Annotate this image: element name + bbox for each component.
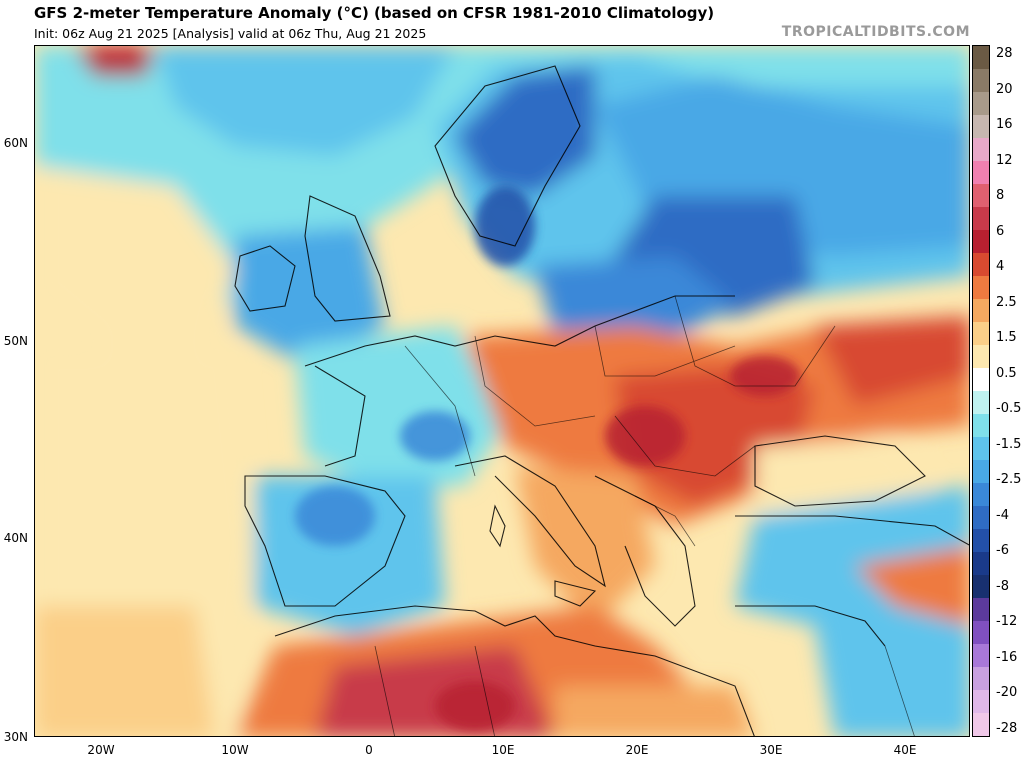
colorbar-label: 12 <box>996 152 1013 168</box>
lon-label-20e: 20E <box>625 743 649 757</box>
colorbar-segment <box>973 552 989 575</box>
colorbar-label: -12 <box>996 614 1018 630</box>
colorbar-label: -16 <box>996 649 1018 665</box>
colorbar-segment <box>973 690 989 713</box>
colorbar-segment <box>973 299 989 322</box>
colorbar-segment <box>973 161 989 184</box>
colorbar-label: -20 <box>996 685 1018 701</box>
colorbar-segment <box>973 276 989 299</box>
colorbar-segment <box>973 207 989 230</box>
colorbar-segment <box>973 115 989 138</box>
colorbar-segment <box>973 598 989 621</box>
colorbar-label: -2.5 <box>996 472 1022 488</box>
colorbar-segment <box>973 460 989 483</box>
lon-label-30e: 30E <box>759 743 783 757</box>
colorbar-segment <box>973 322 989 345</box>
anomaly-map <box>34 45 970 737</box>
colorbar-segment <box>973 69 989 92</box>
colorbar-segment <box>973 483 989 506</box>
colorbar-segment <box>973 253 989 276</box>
brand-watermark: TROPICALTIDBITS.COM <box>781 24 970 40</box>
colorbar-segment <box>973 437 989 460</box>
colorbar-label: 4 <box>996 259 1005 275</box>
colorbar-label: 28 <box>996 46 1013 61</box>
colorbar-segment <box>973 92 989 115</box>
lon-label-0: 0 <box>365 743 373 757</box>
colorbar-segment <box>973 46 989 69</box>
colorbar <box>972 45 990 737</box>
colorbar-segment <box>973 575 989 598</box>
colorbar-segment <box>973 529 989 552</box>
lat-label-60n: 60N <box>3 136 28 150</box>
colorbar-label: 2.5 <box>996 294 1017 310</box>
lon-label-10w: 10W <box>221 743 249 757</box>
colorbar-label: 6 <box>996 223 1005 239</box>
lon-label-10e: 10E <box>491 743 515 757</box>
colorbar-label: 1.5 <box>996 330 1017 346</box>
colorbar-label: 20 <box>996 81 1013 97</box>
colorbar-segment <box>973 667 989 690</box>
colorbar-segment <box>973 644 989 667</box>
colorbar-label: -6 <box>996 543 1009 559</box>
colorbar-label: 0.5 <box>996 365 1017 381</box>
map-title: GFS 2-meter Temperature Anomaly (°C) (ba… <box>34 4 715 22</box>
colorbar-segment <box>973 713 989 736</box>
colorbar-label: 16 <box>996 117 1013 133</box>
colorbar-segment <box>973 138 989 161</box>
colorbar-segment <box>973 621 989 644</box>
anomaly-field <box>35 46 969 736</box>
colorbar-label: -8 <box>996 578 1009 594</box>
colorbar-segment <box>973 345 989 368</box>
colorbar-segment <box>973 391 989 414</box>
colorbar-segment <box>973 368 989 391</box>
colorbar-label: -1.5 <box>996 436 1022 452</box>
lat-label-30n: 30N <box>3 730 28 744</box>
colorbar-segment <box>973 230 989 253</box>
lat-label-50n: 50N <box>3 334 28 348</box>
colorbar-label: -28 <box>996 721 1018 736</box>
colorbar-segment <box>973 506 989 529</box>
colorbar-label: -4 <box>996 507 1009 523</box>
colorbar-label: 8 <box>996 188 1005 204</box>
colorbar-segment <box>973 184 989 207</box>
lon-label-20w: 20W <box>87 743 115 757</box>
colorbar-label: -0.5 <box>996 401 1022 417</box>
lon-label-40e: 40E <box>893 743 917 757</box>
colorbar-segment <box>973 414 989 437</box>
map-subtitle: Init: 06z Aug 21 2025 [Analysis] valid a… <box>34 26 427 41</box>
lat-label-40n: 40N <box>3 531 28 545</box>
borders <box>374 295 915 736</box>
